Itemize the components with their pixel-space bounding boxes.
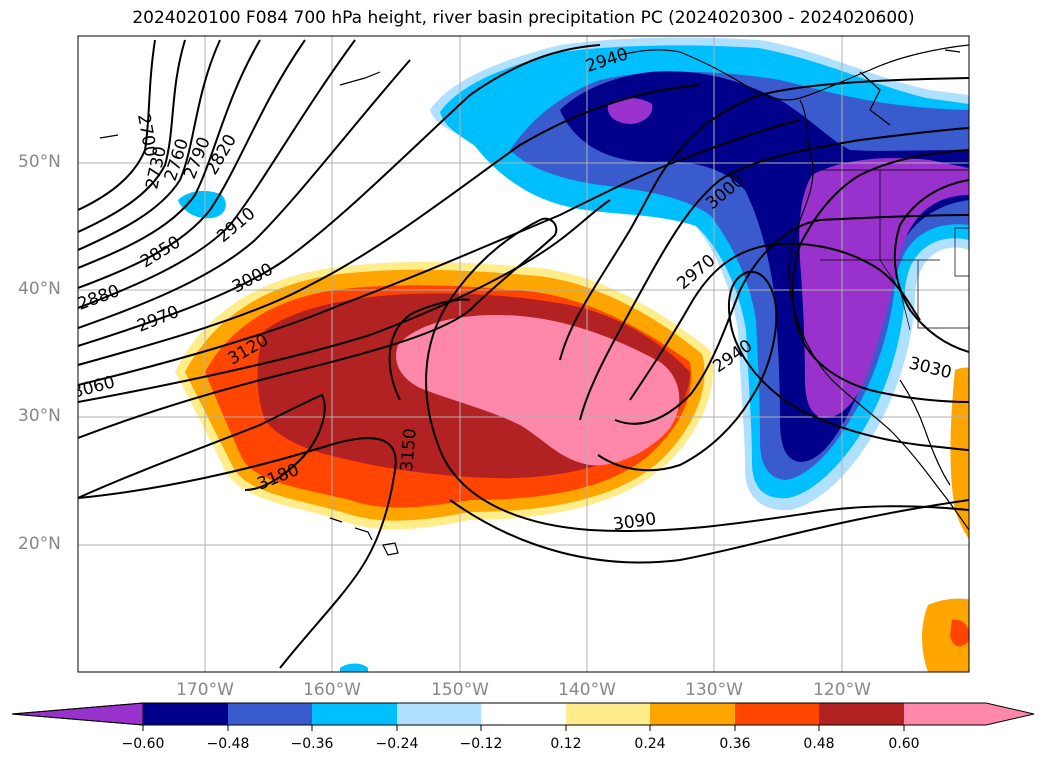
positive-pc-region-east bbox=[922, 367, 969, 672]
colorbar-extend-high bbox=[904, 703, 1034, 725]
positive-pc-region bbox=[175, 261, 714, 530]
lon-label: 160°W bbox=[303, 680, 361, 700]
lon-label: 130°W bbox=[685, 680, 743, 700]
lat-label: 20°N bbox=[18, 534, 61, 554]
lon-label: 170°W bbox=[176, 680, 234, 700]
height-contours bbox=[78, 39, 969, 669]
colorbar-swatch bbox=[735, 703, 819, 725]
map-title: 2024020100 F084 700 hPa height, river ba… bbox=[132, 8, 915, 28]
colorbar-tick-label: −0.48 bbox=[206, 736, 250, 752]
map-frame bbox=[77, 35, 970, 673]
colorbar-tick-label: −0.36 bbox=[290, 736, 334, 752]
state-borders bbox=[820, 169, 969, 331]
contour-label: 3030 bbox=[907, 353, 954, 383]
lat-label: 50°N bbox=[18, 152, 61, 172]
colorbar-swatch bbox=[397, 703, 481, 725]
colorbar-tick-label: 0.36 bbox=[719, 736, 751, 752]
colorbar-swatch bbox=[819, 703, 904, 725]
colorbar-tick-label: 0.48 bbox=[803, 736, 835, 752]
lat-label: 30°N bbox=[18, 406, 61, 426]
graticule bbox=[78, 36, 969, 672]
colorbar-swatch bbox=[228, 703, 312, 725]
colorbar-extend-low bbox=[11, 702, 144, 726]
colorbar-tick-label: −0.12 bbox=[459, 736, 503, 752]
lon-label: 150°W bbox=[431, 680, 489, 700]
lat-label: 40°N bbox=[18, 279, 61, 299]
coastlines bbox=[99, 44, 969, 556]
colorbar-swatch bbox=[650, 703, 735, 725]
colorbar-swatch bbox=[312, 703, 397, 725]
colorbar-swatch bbox=[481, 703, 566, 725]
colorbar-swatch bbox=[566, 703, 650, 725]
colorbar-swatch bbox=[143, 703, 228, 725]
contour-label: 3150 bbox=[397, 428, 421, 473]
contour-label: 2970 bbox=[673, 251, 719, 294]
colorbar-tick-label: −0.24 bbox=[375, 736, 419, 752]
colorbar bbox=[11, 702, 1035, 731]
colorbar-tick-label: 0.24 bbox=[634, 736, 666, 752]
lon-label: 120°W bbox=[813, 680, 871, 700]
lon-label: 140°W bbox=[558, 680, 616, 700]
colorbar-tick-label: 0.12 bbox=[550, 736, 582, 752]
contour-label: 2970 bbox=[134, 302, 182, 337]
colorbar-tick-label: −0.60 bbox=[121, 736, 165, 752]
colorbar-tick-label: 0.60 bbox=[888, 736, 920, 752]
